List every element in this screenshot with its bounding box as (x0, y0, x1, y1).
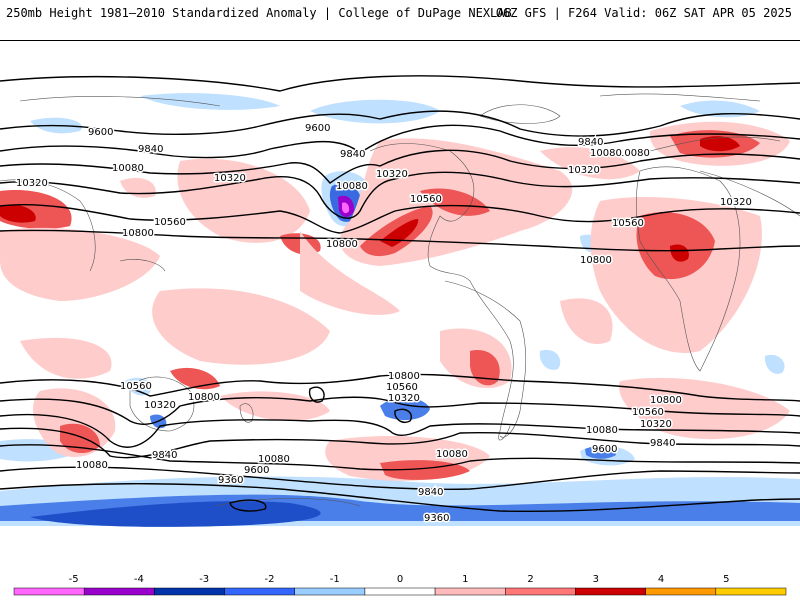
contour-label: 10320 (16, 178, 48, 189)
contour-label: 10800 (188, 392, 220, 403)
contour-label: 9600 (305, 123, 330, 134)
contour-label: 9840 (578, 137, 603, 148)
contour-label: 10080 (112, 163, 144, 174)
colorbar-tick-label: 2 (527, 574, 533, 585)
contour-label: 10320 (720, 197, 752, 208)
colorbar-tick-label: -4 (134, 574, 144, 585)
contour-label: 9360 (424, 513, 449, 524)
contour-label: 9840 (152, 450, 177, 461)
contour-label: 9600 (592, 444, 617, 455)
colorbar-swatch (294, 587, 366, 596)
contour-labels: 9600 9600 9840 9840 10080 10080 10320 10… (15, 122, 652, 526)
colorbar-swatch (645, 587, 717, 596)
contour-label: 9840 (418, 487, 443, 498)
colorbar-tick-label: 4 (658, 574, 664, 585)
colorbar-swatch (224, 587, 295, 596)
colorbar-swatch (505, 587, 576, 596)
contour-label: 10320 (214, 173, 246, 184)
contour-label: 10080 (258, 454, 290, 465)
contour-label: 9600 (244, 465, 269, 476)
contour-label: 10800 (580, 255, 612, 266)
colorbar-swatch (575, 587, 646, 596)
contour-label: 9840 (340, 149, 365, 160)
contour-label: 10560 (410, 194, 442, 205)
colorbar-tick-label: 3 (593, 574, 599, 585)
anomaly-map: 9600 9600 9840 9840 10080 10080 10320 10… (0, 40, 800, 561)
contour-label: 9840 (138, 144, 163, 155)
model-valid-time: 06Z GFS | F264 Valid: 06Z SAT APR 05 202… (495, 6, 792, 20)
map-canvas: 9600 9600 9840 9840 10080 10080 10320 10… (0, 41, 800, 561)
contour-label: 10560 (386, 382, 418, 393)
contour-label: 10560 (120, 381, 152, 392)
colorbar-tick-label: -3 (199, 574, 209, 585)
colorbar-swatch (83, 587, 155, 596)
contour-label: 10320 (144, 400, 176, 411)
contour-label: 10320 (376, 169, 408, 180)
contour-label: 9840 (650, 438, 675, 449)
colorbar-swatch (715, 587, 787, 596)
contour-label: 9600 (88, 127, 113, 138)
contour-label: 10320 (568, 165, 600, 176)
colorbar-swatch (13, 587, 85, 596)
height-contours (0, 75, 800, 513)
contour-label: 10800 (122, 228, 154, 239)
contour-label: 10080 (76, 460, 108, 471)
coastlines (0, 93, 800, 507)
colorbar-tick-label: -1 (330, 574, 340, 585)
colorbar: -5 -4 -3 -2 -1 0 1 2 3 4 5 (13, 574, 787, 596)
colorbar-tick-label: -2 (264, 574, 274, 585)
contour-label: 10080 (590, 148, 622, 159)
contour-label: 10800 (388, 371, 420, 382)
contour-label: 10080 (586, 425, 618, 436)
contour-label: 10800 (650, 395, 682, 406)
colorbar-swatch (364, 587, 436, 596)
contour-label: 10080 (436, 449, 468, 460)
colorbar-swatch (154, 587, 225, 596)
contour-labels-east: 10800 10560 10320 9840 10080 10320 10080 (75, 147, 754, 473)
contour-label: 10320 (640, 419, 672, 430)
contour-label: 10800 (326, 239, 358, 250)
contour-label: 10560 (154, 217, 186, 228)
contour-label: 10320 (388, 393, 420, 404)
map-title: 250mb Height 1981–2010 Standardized Anom… (6, 6, 512, 20)
contour-label: 10080 (336, 181, 368, 192)
colorbar-swatch (434, 587, 506, 596)
colorbar-tick-label: 1 (462, 574, 468, 585)
contour-label: 10560 (612, 218, 644, 229)
colorbar-tick-label: 5 (723, 574, 729, 585)
contour-label: 10560 (632, 407, 664, 418)
colorbar-tick-label: 0 (397, 574, 403, 585)
contour-label: 9360 (218, 475, 243, 486)
contour-label: 10080 (618, 148, 650, 159)
colorbar-tick-label: -5 (69, 574, 79, 585)
